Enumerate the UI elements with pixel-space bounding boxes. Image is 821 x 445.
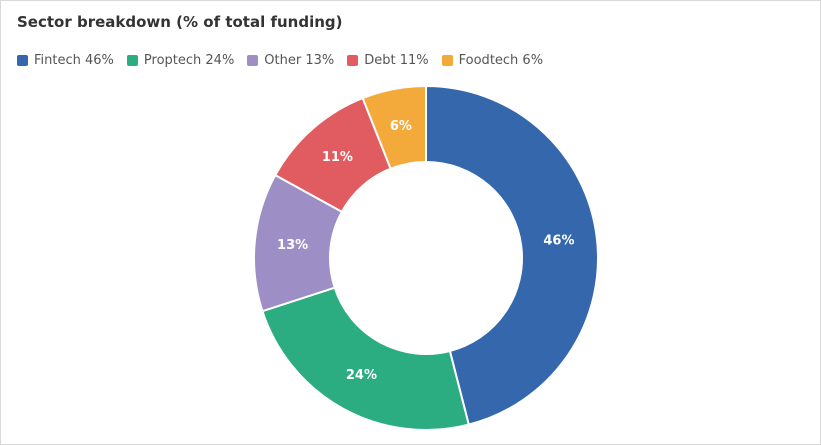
donut-slice-proptech[interactable] <box>261 286 470 431</box>
legend-item-debt[interactable]: Debt 11% <box>347 53 429 68</box>
chart-title: Sector breakdown (% of total funding) <box>17 13 343 31</box>
donut-slice-foodtech[interactable] <box>361 84 427 171</box>
legend-label-foodtech: Foodtech 6% <box>458 53 544 68</box>
legend-label-other: Other 13% <box>264 53 335 68</box>
donut-slice-fintech[interactable] <box>425 84 599 426</box>
legend-item-fintech[interactable]: Fintech 46% <box>17 53 114 68</box>
legend-item-foodtech[interactable]: Foodtech 6% <box>441 53 544 68</box>
legend-item-proptech[interactable]: Proptech 24% <box>126 53 235 68</box>
legend-swatch-foodtech <box>441 55 453 66</box>
legend-swatch-fintech <box>17 55 28 66</box>
legend-label-proptech: Proptech 24% <box>143 53 235 68</box>
legend-label-fintech: Fintech 46% <box>34 53 114 68</box>
legend-swatch-other <box>247 55 259 66</box>
chart-legend: Fintech 46% Proptech 24% Other 13% Debt … <box>17 53 543 68</box>
legend-label-debt: Debt 11% <box>364 53 429 68</box>
legend-swatch-proptech <box>126 55 138 66</box>
legend-swatch-debt <box>347 55 359 66</box>
legend-item-other[interactable]: Other 13% <box>247 53 334 68</box>
